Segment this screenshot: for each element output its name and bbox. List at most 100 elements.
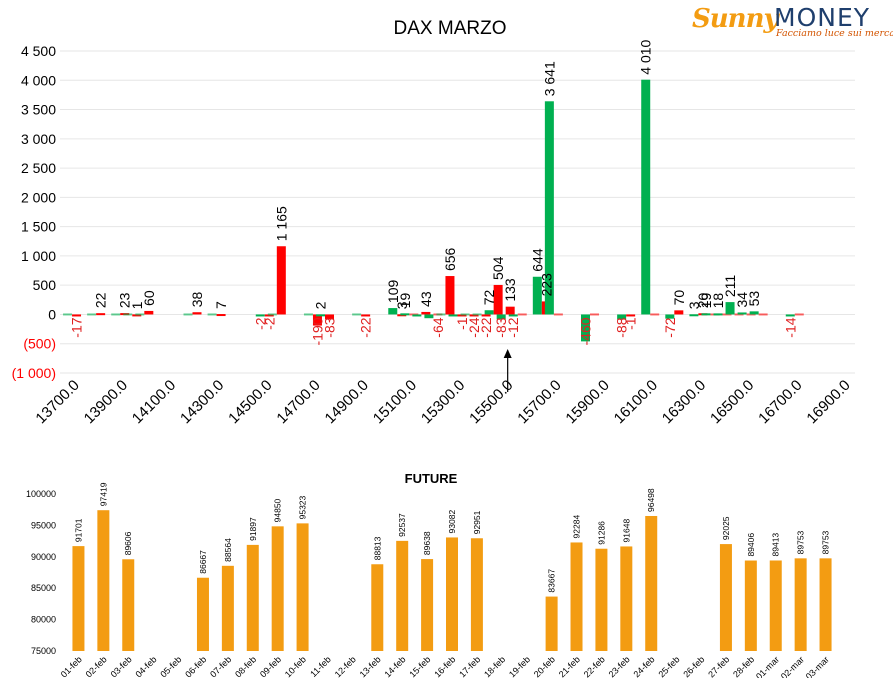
bar — [421, 311, 431, 315]
bar — [96, 313, 106, 316]
y-tick-label: 80000 — [31, 615, 56, 625]
x-tick-label: 15300.0 — [418, 377, 468, 427]
bar — [216, 314, 226, 317]
bar — [749, 311, 759, 315]
x-tick-label: 04-feb — [133, 654, 158, 678]
data-label: 88564 — [223, 538, 233, 562]
data-label: -1 — [623, 317, 639, 330]
x-tick-label: 23-feb — [607, 654, 632, 678]
bar — [445, 276, 455, 315]
x-tick-label: 08-feb — [233, 654, 258, 678]
data-label: -88 — [614, 317, 630, 337]
x-tick-label: 17-feb — [457, 654, 482, 678]
bar — [517, 313, 527, 316]
bar — [737, 312, 747, 315]
sunny-money-logo: Sunny MONEY Facciamo luce sui mercati — [690, 2, 893, 42]
bar — [316, 314, 325, 317]
bar — [371, 564, 384, 651]
x-tick-label: 22-feb — [582, 654, 607, 678]
bar — [620, 546, 633, 651]
x-tick-label: 09-feb — [258, 654, 283, 678]
x-tick-label: 14-feb — [382, 654, 407, 678]
bar — [719, 544, 732, 651]
bar — [794, 558, 807, 651]
bar — [626, 314, 636, 317]
logo-sunny-text: Sunny — [692, 4, 779, 34]
bar — [72, 546, 85, 651]
dax-x-axis: 13700.013900.014100.014300.014500.014700… — [33, 377, 854, 427]
x-tick-label: 16-feb — [432, 654, 457, 678]
data-label: 211 — [722, 275, 738, 298]
bar — [769, 560, 782, 651]
data-label: -83 — [493, 317, 509, 337]
bar — [722, 313, 732, 316]
bar — [758, 313, 768, 316]
future-data-labels: 91701 97419 89606 86667 88564 91897 94850 95323… — [73, 482, 830, 592]
data-label: -83 — [322, 317, 338, 337]
bar — [255, 314, 265, 317]
y-tick-label: 1 000 — [21, 248, 56, 264]
x-tick-label: 15100.0 — [370, 377, 420, 427]
bar — [412, 314, 422, 317]
y-tick-label: 3 000 — [21, 131, 56, 147]
bar — [448, 314, 458, 317]
bar — [508, 314, 518, 317]
bar — [111, 313, 121, 316]
bar — [267, 313, 277, 316]
x-tick-label: 11-feb — [308, 654, 333, 678]
data-label: -14 — [782, 317, 798, 337]
x-tick-label: 05-feb — [158, 654, 183, 678]
bar — [590, 313, 599, 316]
bar — [361, 314, 371, 317]
data-label: 89406 — [746, 533, 756, 557]
y-tick-label: 85000 — [31, 583, 56, 593]
bar — [484, 310, 494, 315]
data-label: 18 — [710, 293, 726, 309]
x-tick-label: 14900.0 — [322, 377, 372, 427]
data-label: 20 — [695, 292, 711, 308]
x-tick-label: 13-feb — [358, 654, 383, 678]
data-label: 92951 — [472, 510, 482, 534]
data-label: 3 — [394, 301, 410, 309]
data-label: -1 — [454, 317, 470, 330]
bar — [650, 313, 660, 316]
bar — [725, 302, 735, 315]
bar — [532, 276, 542, 315]
bar — [570, 542, 583, 651]
data-label: 92025 — [721, 516, 731, 540]
data-label: 53 — [746, 291, 762, 307]
x-tick-label: 13900.0 — [81, 377, 131, 427]
bar — [544, 101, 554, 315]
y-tick-label: 500 — [33, 277, 57, 293]
bar — [303, 313, 313, 316]
x-tick-label: 15900.0 — [563, 377, 613, 427]
x-tick-label: 01-mar — [754, 654, 781, 678]
data-label: 88813 — [372, 536, 382, 560]
data-label: 43 — [418, 291, 434, 307]
chart-title-dax: DAX MARZO — [394, 18, 507, 39]
bar — [794, 313, 804, 316]
data-label: -22 — [358, 317, 374, 337]
dax-bars — [63, 79, 804, 342]
bar — [481, 314, 491, 317]
data-label: 19 — [698, 293, 714, 309]
data-label: 504 — [490, 256, 506, 280]
bar — [470, 538, 483, 651]
data-label: -22 — [478, 317, 494, 337]
x-tick-label: 01-feb — [59, 654, 84, 678]
data-label: 95323 — [298, 495, 308, 519]
bar — [617, 314, 627, 320]
bar — [276, 246, 286, 315]
bar — [424, 314, 434, 319]
y-tick-label: 100000 — [26, 489, 56, 499]
data-label: -24 — [466, 317, 482, 337]
data-label: 7 — [213, 301, 229, 309]
y-tick-label: 95000 — [31, 520, 56, 530]
y-tick-label: 4 500 — [21, 43, 56, 59]
bar — [545, 596, 558, 651]
data-label: 1 — [129, 301, 145, 309]
x-tick-label: 06-feb — [183, 654, 208, 678]
x-tick-label: 03-mar — [804, 654, 831, 678]
data-label: 91897 — [248, 517, 258, 541]
